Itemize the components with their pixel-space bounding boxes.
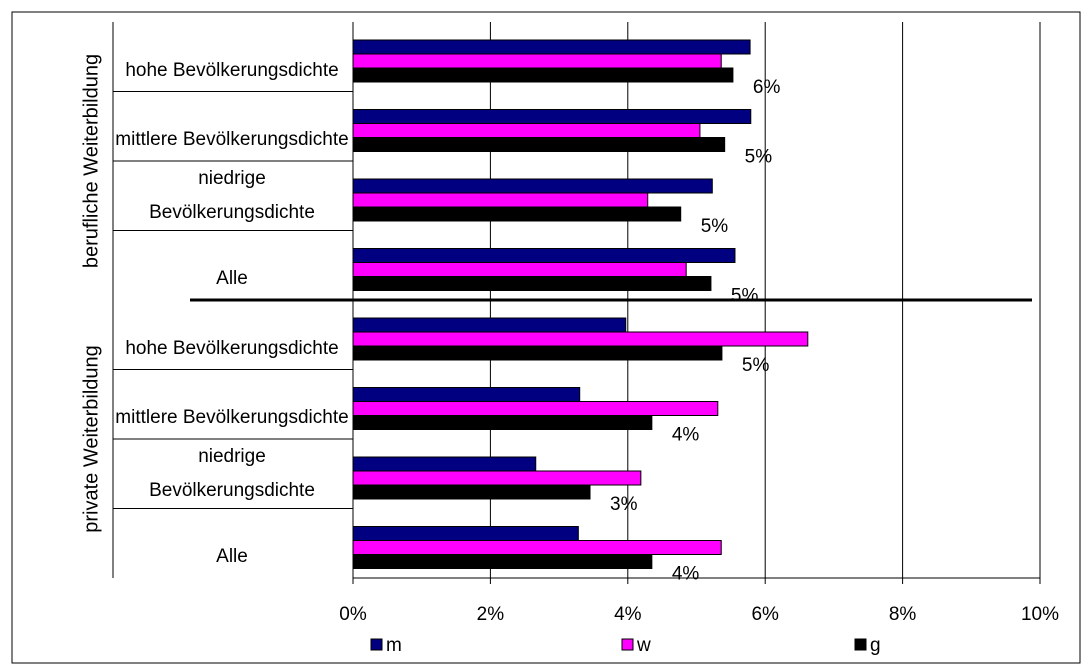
legend-swatch (854, 638, 867, 651)
bar (352, 262, 687, 277)
category-label: hohe Bevölkerungsdichte (125, 59, 339, 81)
legend-label: g (870, 635, 881, 656)
bar (352, 178, 713, 194)
bar (352, 123, 701, 138)
data-label: 5% (745, 147, 773, 168)
legend-swatch (370, 638, 383, 651)
legend-label: w (636, 635, 651, 656)
category-label: Alle (216, 268, 248, 290)
legend-label: m (386, 635, 402, 656)
bar (352, 67, 734, 83)
x-tick-label: 4% (614, 604, 642, 625)
bar (352, 276, 712, 291)
group-label: berufliche Weiterbildung (80, 54, 102, 268)
category-label: Alle (216, 546, 248, 568)
bar (352, 554, 653, 569)
bar (352, 456, 537, 472)
bar (352, 192, 649, 208)
data-label: 3% (610, 494, 638, 515)
bar (352, 540, 722, 555)
bar (352, 109, 752, 124)
bar (352, 206, 682, 222)
data-label: 5% (731, 286, 759, 307)
group-label: private Weiterbildung (80, 345, 102, 533)
bar (352, 331, 809, 347)
data-label: 6% (753, 77, 781, 98)
bar (352, 248, 736, 263)
bar (352, 415, 653, 430)
x-tick-label: 0% (339, 604, 367, 625)
x-tick-label: 10% (1021, 604, 1059, 625)
bar (352, 137, 726, 152)
legend-swatch (621, 638, 634, 651)
bar (352, 39, 751, 55)
bar (352, 345, 723, 361)
bar (352, 526, 579, 541)
bar (352, 53, 722, 69)
x-tick-label: 2% (477, 604, 505, 625)
category-label: niedrige Bevölkerungsdichte (149, 445, 315, 501)
category-label: mittlere Bevölkerungsdichte (115, 129, 349, 151)
bar (352, 484, 591, 500)
bar (352, 401, 719, 416)
data-label: 4% (672, 564, 700, 585)
bar (352, 470, 642, 486)
category-label: hohe Bevölkerungsdichte (125, 337, 339, 359)
data-label: 5% (701, 216, 729, 237)
frame (11, 11, 1081, 664)
category-label: niedrige Bevölkerungsdichte (149, 167, 315, 223)
data-label: 4% (672, 425, 700, 446)
x-tick-label: 6% (751, 604, 779, 625)
category-label: mittlere Bevölkerungsdichte (115, 407, 349, 429)
data-label: 5% (742, 355, 770, 376)
bar (352, 317, 627, 333)
bar (352, 387, 581, 402)
x-tick-label: 8% (889, 604, 917, 625)
